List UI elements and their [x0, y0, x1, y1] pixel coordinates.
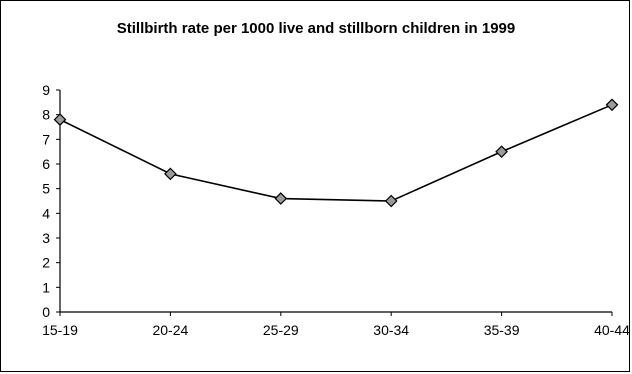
y-tick-label: 1: [42, 279, 50, 295]
data-point: [164, 167, 177, 181]
y-tick-label: 8: [42, 107, 50, 123]
x-tick-label: 25-29: [263, 322, 299, 338]
series-line: [59, 104, 613, 202]
x-tick-label: 20-24: [152, 322, 188, 338]
data-point: [53, 113, 67, 126]
x-tick-label: 30-34: [373, 322, 409, 338]
data-point: [495, 145, 508, 159]
chart-title: Stillbirth rate per 1000 live and stillb…: [116, 20, 516, 37]
y-tick-label: 3: [42, 230, 50, 246]
y-tick-label: 5: [42, 181, 50, 197]
x-tick-label: 40-44: [594, 322, 630, 338]
y-tick-label: 0: [42, 304, 50, 320]
y-tick-label: 6: [42, 156, 50, 172]
data-point: [384, 194, 398, 208]
y-tick-label: 9: [42, 82, 50, 98]
x-tick-label: 15-19: [42, 322, 78, 338]
y-tick-label: 4: [42, 205, 50, 221]
x-tick-label: 35-39: [484, 322, 520, 338]
y-tick-label: 7: [42, 131, 50, 147]
data-point: [274, 192, 288, 205]
y-tick-label: 2: [42, 255, 50, 271]
data-point: [605, 98, 619, 112]
